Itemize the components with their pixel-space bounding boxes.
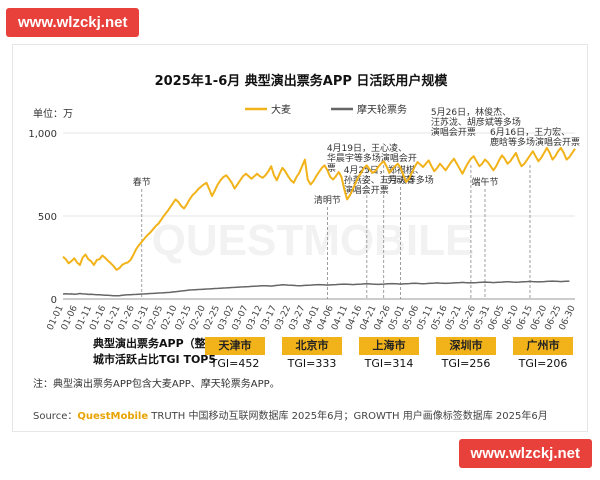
tgi-title-line2: 城市活跃占比TGI TOP5 — [93, 353, 217, 366]
annotation-line-text: 华晨宇等多场演唱会开 — [327, 152, 417, 164]
tgi-value: TGI=314 — [364, 357, 414, 370]
annotation-line-text: 演唱会开票 — [431, 126, 476, 138]
chart: QUESTMOBILE 2025年1-6月 典型演出票务APP 日活跃用户规模 … — [28, 73, 580, 332]
y-tick-label-0: 0 — [51, 295, 57, 306]
source-brand: QuestMobile — [77, 411, 149, 422]
annotation-label-0: 春节 — [133, 176, 151, 188]
background-watermark: QUESTMOBILE — [152, 216, 475, 265]
legend: 大麦 摩天轮票务 — [245, 103, 407, 116]
tgi-city-badge: 广州市 — [513, 337, 573, 355]
source-prefix: Source： — [33, 411, 78, 422]
chart-title: 2025年1-6月 典型演出票务APP 日活跃用户规模 — [155, 73, 449, 89]
tgi-city-badge: 北京市 — [282, 337, 342, 355]
annotation-line-text: 汪苏泷、胡彦斌等多场 — [431, 116, 521, 128]
annotation-label-7: 6月16日，王力宏、鹿晗等多场演唱会开票 — [490, 126, 580, 148]
series-line-1 — [62, 280, 570, 297]
annotation-line-text: 6月16日，王力宏、 — [490, 126, 570, 138]
tgi-city-badge: 深圳市 — [436, 337, 496, 355]
grid: 0 500 1,000 — [28, 129, 575, 306]
y-tick-label-1: 500 — [38, 212, 57, 223]
legend-label-0: 大麦 — [271, 103, 291, 116]
annotation-label-2: 4月19日，王心凌、华晨宇等多场演唱会开票 — [327, 142, 417, 174]
tgi-value: TGI=256 — [441, 357, 491, 370]
site-watermark-bottom: www.wlzckj.net — [458, 439, 592, 468]
site-watermark-top: www.wlzckj.net — [6, 8, 140, 37]
tgi-value: TGI=206 — [518, 357, 568, 370]
annotation-line-text: 5月26日，林俊杰、 — [431, 106, 511, 118]
source-line: Source：QuestMobile TRUTH 中国移动互联网数据库 2025… — [33, 407, 548, 422]
annotation-line-text: 票 — [327, 163, 336, 174]
x-axis-ticks: 01-0101-0601-1101-1601-2101-2601-3102-05… — [46, 304, 578, 332]
source-text: TRUTH 中国移动互联网数据库 2025年6月；GROWTH 用户画像标签数据… — [148, 411, 548, 422]
legend-label-1: 摩天轮票务 — [357, 103, 407, 116]
tgi-city-badge: 天津市 — [205, 337, 265, 355]
tgi-value: TGI=452 — [210, 357, 260, 370]
annotation-label-6: 端午节 — [471, 176, 498, 188]
unit-label: 单位：万 — [33, 107, 73, 120]
annotation-label-4: 劳动节 — [387, 174, 414, 186]
annotation-label-5: 5月26日，林俊杰、汪苏泷、胡彦斌等多场演唱会开票 — [431, 106, 521, 138]
annotation-label-1: 清明节 — [314, 194, 341, 206]
annotation-line-text: 4月19日，王心凌、 — [327, 142, 407, 154]
annotation-line-text: 鹿晗等多场演唱会开票 — [490, 136, 580, 148]
tgi-city-badge: 上海市 — [359, 337, 419, 355]
tgi-title-line1: 典型演出票务APP（整体） — [93, 337, 228, 350]
chart-card: QUESTMOBILE 2025年1-6月 典型演出票务APP 日活跃用户规模 … — [12, 44, 588, 432]
series-lines — [62, 146, 576, 297]
y-tick-label-2: 1,000 — [28, 129, 57, 140]
annotation-line-text: 演唱会开票 — [344, 184, 389, 196]
series-line-0 — [62, 146, 576, 271]
footnote: 注：典型演出票务APP包含大麦APP、摩天轮票务APP。 — [33, 379, 280, 390]
tgi-value: TGI=333 — [287, 357, 337, 370]
annotation-line-text: 孙燕姿、五月天等多场 — [344, 174, 434, 186]
